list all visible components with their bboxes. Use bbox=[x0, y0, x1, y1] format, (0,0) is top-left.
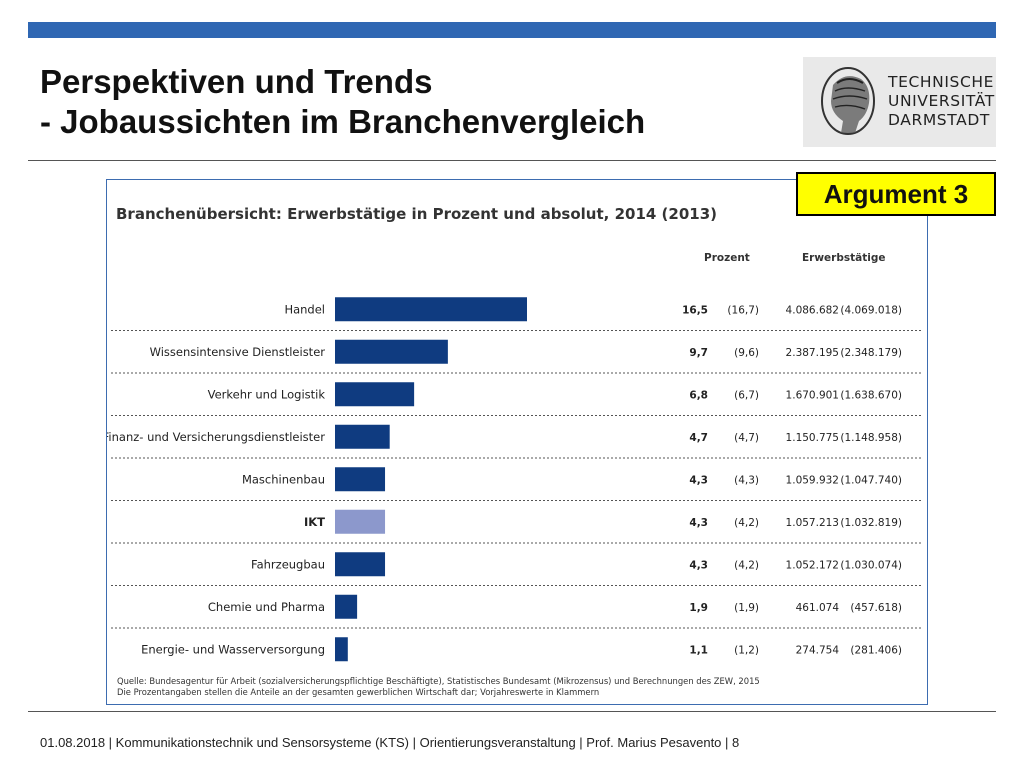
percent-2014-label: 1,9 bbox=[689, 602, 708, 614]
bar bbox=[335, 382, 415, 407]
percent-2013-label: (6,7) bbox=[734, 389, 759, 401]
logo-line-3: DARMSTADT bbox=[888, 111, 990, 129]
bar-chart: Handel 16,5 (16,7) 4.086.682 (4.069.018) Wiss… bbox=[107, 297, 923, 662]
percent-2014-label: 4,3 bbox=[689, 474, 708, 486]
logo-line-1: TECHNISCHE bbox=[888, 73, 995, 91]
employed-2013-label: (1.047.740) bbox=[840, 474, 902, 486]
employed-2014-label: 274.754 bbox=[796, 644, 840, 656]
category-label: Maschinenbau bbox=[242, 472, 325, 486]
employed-2013-label: (1.032.819) bbox=[840, 517, 902, 529]
bar bbox=[335, 297, 527, 322]
percent-2014-label: 16,5 bbox=[682, 304, 708, 316]
percent-2013-label: (9,6) bbox=[734, 347, 759, 359]
slide-title-line-2: - Jobaussichten im Branchenvergleich bbox=[40, 103, 646, 140]
category-label: Finanz- und Versicherungsdienstleister bbox=[107, 430, 325, 444]
header-divider bbox=[28, 160, 996, 161]
chart-figure: Branchenübersicht: Erwerbstätige in Proz… bbox=[106, 179, 928, 705]
employed-2014-label: 2.387.195 bbox=[786, 347, 839, 359]
employed-2013-label: (1.638.670) bbox=[840, 389, 902, 401]
percent-2014-label: 4,3 bbox=[689, 517, 708, 529]
source-line-1: Quelle: Bundesagentur für Arbeit (sozial… bbox=[117, 676, 760, 686]
top-accent-bar bbox=[28, 22, 996, 38]
slide-title: Perspektiven und Trends - Jobaussichten … bbox=[40, 62, 645, 142]
percent-2013-label: (1,2) bbox=[734, 644, 759, 656]
footer-divider bbox=[28, 711, 996, 712]
category-label: Verkehr und Logistik bbox=[208, 387, 326, 401]
employed-2013-label: (2.348.179) bbox=[840, 347, 902, 359]
logo-wordmark: TECHNISCHE UNIVERSITÄT DARMSTADT bbox=[888, 73, 995, 130]
percent-2014-label: 1,1 bbox=[689, 644, 708, 656]
bar bbox=[335, 509, 386, 534]
employed-2014-label: 4.086.682 bbox=[786, 304, 839, 316]
column-header-percent: Prozent bbox=[704, 252, 750, 264]
bar bbox=[335, 424, 390, 449]
slide-title-line-1: Perspektiven und Trends bbox=[40, 63, 433, 100]
employed-2014-label: 1.150.775 bbox=[786, 432, 839, 444]
column-header-employed: Erwerbstätige bbox=[802, 252, 886, 264]
percent-2013-label: (4,2) bbox=[734, 517, 759, 529]
employed-2013-label: (1.148.958) bbox=[840, 432, 902, 444]
source-line-2: Die Prozentangaben stellen die Anteile a… bbox=[117, 687, 600, 697]
bar bbox=[335, 339, 448, 364]
employed-2014-label: 461.074 bbox=[796, 602, 840, 614]
employed-2014-label: 1.052.172 bbox=[786, 559, 839, 571]
percent-2013-label: (16,7) bbox=[727, 304, 759, 316]
logo-line-2: UNIVERSITÄT bbox=[888, 92, 995, 110]
chart-source-note: Quelle: Bundesagentur für Arbeit (sozial… bbox=[117, 676, 760, 698]
bar bbox=[335, 637, 348, 662]
percent-2013-label: (4,2) bbox=[734, 559, 759, 571]
category-label: Energie- und Wasserversorgung bbox=[141, 642, 325, 656]
percent-2014-label: 4,3 bbox=[689, 559, 708, 571]
employed-2013-label: (281.406) bbox=[850, 644, 902, 656]
category-label: Chemie und Pharma bbox=[208, 600, 325, 614]
argument-badge: Argument 3 bbox=[796, 172, 996, 216]
employed-2013-label: (4.069.018) bbox=[840, 304, 902, 316]
slide-footer: 01.08.2018 | Kommunikationstechnik und S… bbox=[40, 735, 740, 750]
employed-2013-label: (457.618) bbox=[850, 602, 902, 614]
employed-2014-label: 1.059.932 bbox=[786, 474, 839, 486]
percent-2014-label: 4,7 bbox=[689, 432, 708, 444]
bar bbox=[335, 552, 386, 577]
athena-head-icon bbox=[821, 67, 875, 135]
category-label: Fahrzeugbau bbox=[251, 557, 325, 571]
category-label: Wissensintensive Dienstleister bbox=[150, 345, 326, 359]
bar bbox=[335, 467, 386, 492]
percent-2013-label: (1,9) bbox=[734, 602, 759, 614]
percent-2014-label: 6,8 bbox=[689, 389, 708, 401]
percent-2013-label: (4,7) bbox=[734, 432, 759, 444]
employed-2014-label: 1.057.213 bbox=[786, 517, 839, 529]
category-label: IKT bbox=[304, 515, 325, 529]
bar bbox=[335, 594, 358, 619]
employed-2013-label: (1.030.074) bbox=[840, 559, 902, 571]
university-logo: TECHNISCHE UNIVERSITÄT DARMSTADT bbox=[803, 57, 996, 147]
employed-2014-label: 1.670.901 bbox=[786, 389, 839, 401]
chart-title: Branchenübersicht: Erwerbstätige in Proz… bbox=[116, 205, 718, 223]
percent-2013-label: (4,3) bbox=[734, 474, 759, 486]
percent-2014-label: 9,7 bbox=[689, 347, 708, 359]
category-label: Handel bbox=[284, 302, 325, 316]
